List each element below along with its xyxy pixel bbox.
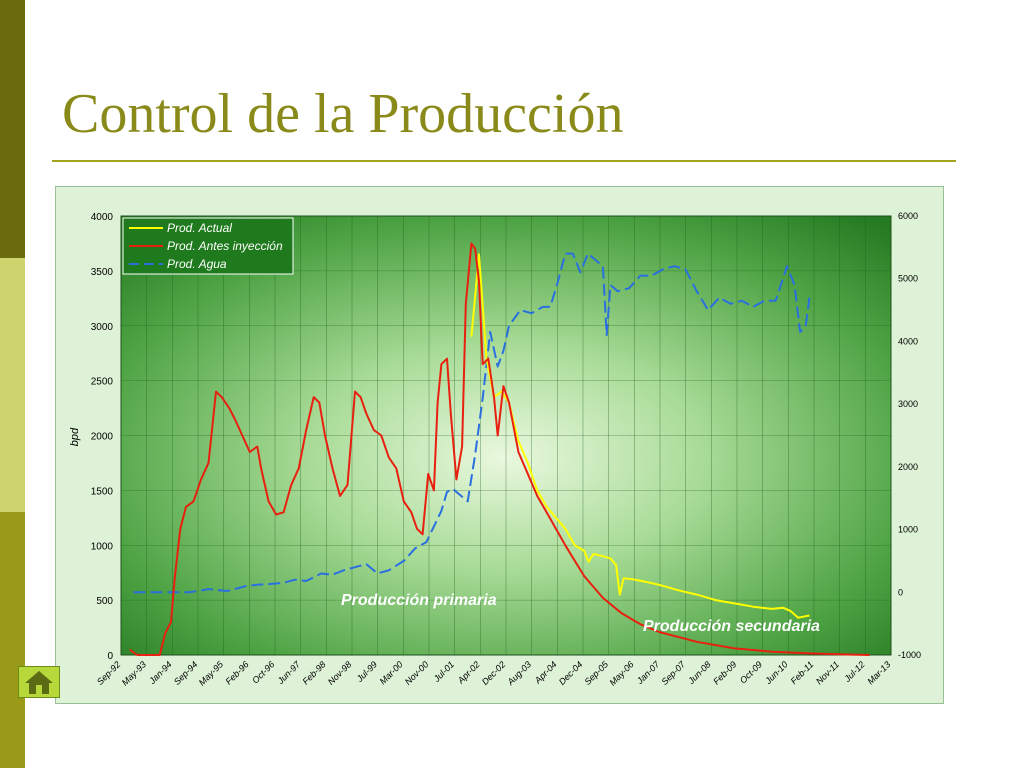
x-tick-label: Sep-92 — [95, 659, 123, 687]
x-tick-label: Sep-05 — [582, 659, 610, 687]
x-tick-label: Jan-07 — [634, 659, 662, 687]
y-tick-label: 3000 — [91, 322, 114, 333]
x-tick-label: Sep-94 — [172, 659, 200, 687]
x-tick-label: Feb-11 — [789, 659, 816, 686]
side-band-light — [0, 258, 25, 512]
x-tick-label: Jun-97 — [275, 659, 303, 687]
y-tick-label: 1000 — [91, 541, 114, 552]
home-icon — [25, 671, 53, 694]
y2-tick-label: 4000 — [898, 336, 918, 346]
x-tick-label: Nov-11 — [814, 659, 841, 686]
annotation-primaria: Producción primaria — [341, 592, 497, 609]
x-tick-label: Jul-12 — [842, 659, 867, 684]
legend-label-agua: Prod. Agua — [167, 257, 227, 271]
x-tick-label: Apr-02 — [455, 659, 482, 686]
y-tick-label: 4000 — [91, 212, 114, 223]
x-tick-label: Mar-00 — [378, 659, 405, 686]
annotation-secundaria: Producción secundaria — [643, 618, 820, 635]
legend: Prod. Actual Prod. Antes inyección Prod.… — [122, 217, 294, 275]
legend-label-actual: Prod. Actual — [167, 221, 232, 235]
x-tick-label: Apr-04 — [532, 659, 559, 686]
y2-tick-label: 0 — [898, 587, 903, 597]
x-tick-label: Feb-96 — [224, 659, 251, 686]
x-tick-label: Feb-98 — [301, 659, 328, 686]
x-tick-label: Dec-04 — [557, 659, 585, 687]
home-button[interactable] — [18, 666, 60, 698]
x-tick-label: Feb-09 — [711, 659, 738, 686]
x-tick-label: May-95 — [197, 659, 226, 688]
series-line-agua — [133, 252, 811, 594]
y-tick-label: 1500 — [91, 486, 114, 497]
x-tick-label: Mar-13 — [865, 659, 892, 686]
y-tick-label: 0 — [107, 651, 113, 662]
y2-tick-label: 1000 — [898, 525, 918, 535]
y2-tick-label: 2000 — [898, 462, 918, 472]
series-line-actual — [470, 253, 810, 619]
side-band-dark — [0, 0, 25, 258]
title-divider — [52, 160, 956, 162]
x-tick-label: Jun-08 — [686, 659, 713, 686]
y-tick-label: 2000 — [91, 432, 114, 443]
x-tick-label: Oct-96 — [250, 659, 276, 685]
x-tick-label: Sep-07 — [659, 659, 687, 687]
y-axis-label: bpd — [69, 427, 81, 446]
x-tick-label: Jul-01 — [431, 659, 456, 684]
y2-tick-label: 3000 — [898, 399, 918, 409]
x-tick-label: Dec-02 — [480, 659, 508, 687]
y2-tick-label: 6000 — [898, 211, 918, 221]
slide-title: Control de la Producción — [62, 83, 624, 145]
side-band-mid — [0, 512, 25, 768]
x-tick-label: Jun-10 — [763, 659, 790, 686]
legend-label-antes: Prod. Antes inyección — [167, 239, 283, 253]
x-tick-label: Oct-09 — [738, 659, 764, 685]
series-line-antes — [129, 242, 870, 656]
x-tick-label: Aug-03 — [505, 659, 533, 687]
y2-tick-label: 5000 — [898, 274, 918, 284]
x-tick-label: May-06 — [607, 659, 635, 687]
y-tick-label: 2500 — [91, 377, 114, 388]
x-tick-label: May-93 — [120, 659, 148, 687]
x-tick-label: Nov-98 — [326, 659, 354, 687]
y2-tick-label: -1000 — [898, 650, 921, 660]
y-tick-label: 3500 — [91, 267, 114, 278]
x-tick-label: Jan-94 — [147, 659, 174, 686]
chart-frame: 4000 3500 3000 2500 2000 1500 1000 500 0 6000 500… — [55, 186, 944, 704]
x-tick-label: Jul-99 — [354, 659, 379, 684]
x-tick-label: Nov-00 — [403, 659, 431, 687]
y-tick-label: 500 — [96, 596, 113, 607]
